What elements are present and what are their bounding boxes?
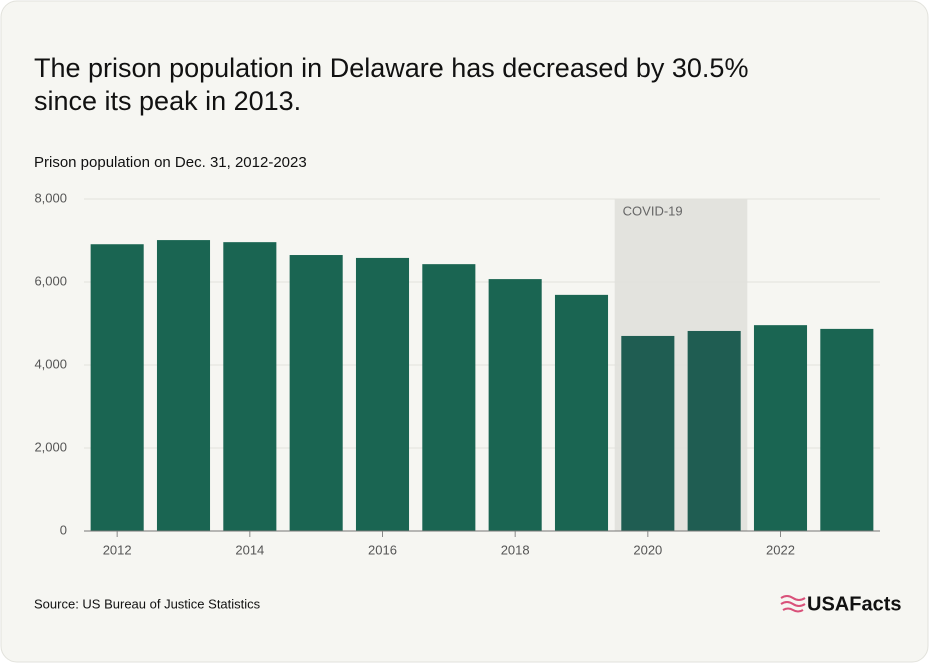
bar bbox=[355, 257, 410, 531]
x-tick-label: 2016 bbox=[368, 542, 397, 557]
bar bbox=[488, 279, 542, 531]
x-tick-label: 2022 bbox=[766, 542, 795, 557]
annotation: COVID-19 bbox=[623, 203, 683, 218]
x-tick-label: 2020 bbox=[633, 542, 662, 557]
chart-subtitle: Prison population on Dec. 31, 2012-2023 bbox=[34, 154, 307, 171]
brand-name: USAFacts bbox=[807, 593, 901, 615]
bar bbox=[753, 325, 808, 531]
bar bbox=[156, 240, 211, 531]
bar bbox=[687, 330, 741, 531]
brand-logo: USAFacts bbox=[780, 593, 901, 615]
bar bbox=[554, 294, 609, 531]
source: Source: US Bureau of Justice Statistics bbox=[34, 596, 261, 611]
x-tick-label: 2014 bbox=[235, 542, 264, 557]
y-tick-label: 4,000 bbox=[34, 356, 67, 371]
bar bbox=[90, 244, 144, 532]
bar bbox=[289, 255, 343, 531]
y-tick-label: 0 bbox=[60, 522, 67, 537]
logo-flag bbox=[780, 595, 806, 613]
chart-title: The prison population in Delaware has de… bbox=[34, 53, 748, 83]
y-tick-label: 2,000 bbox=[34, 439, 67, 454]
x-tick-label: 2018 bbox=[501, 542, 530, 557]
y-tick-label: 8,000 bbox=[34, 190, 67, 205]
bar bbox=[223, 242, 277, 531]
x-tick-label: 2012 bbox=[103, 542, 132, 557]
chart-title: since its peak in 2013. bbox=[34, 86, 301, 116]
bar bbox=[422, 264, 476, 531]
y-tick-label: 6,000 bbox=[34, 273, 67, 288]
bar bbox=[820, 328, 874, 531]
bar bbox=[621, 335, 675, 531]
